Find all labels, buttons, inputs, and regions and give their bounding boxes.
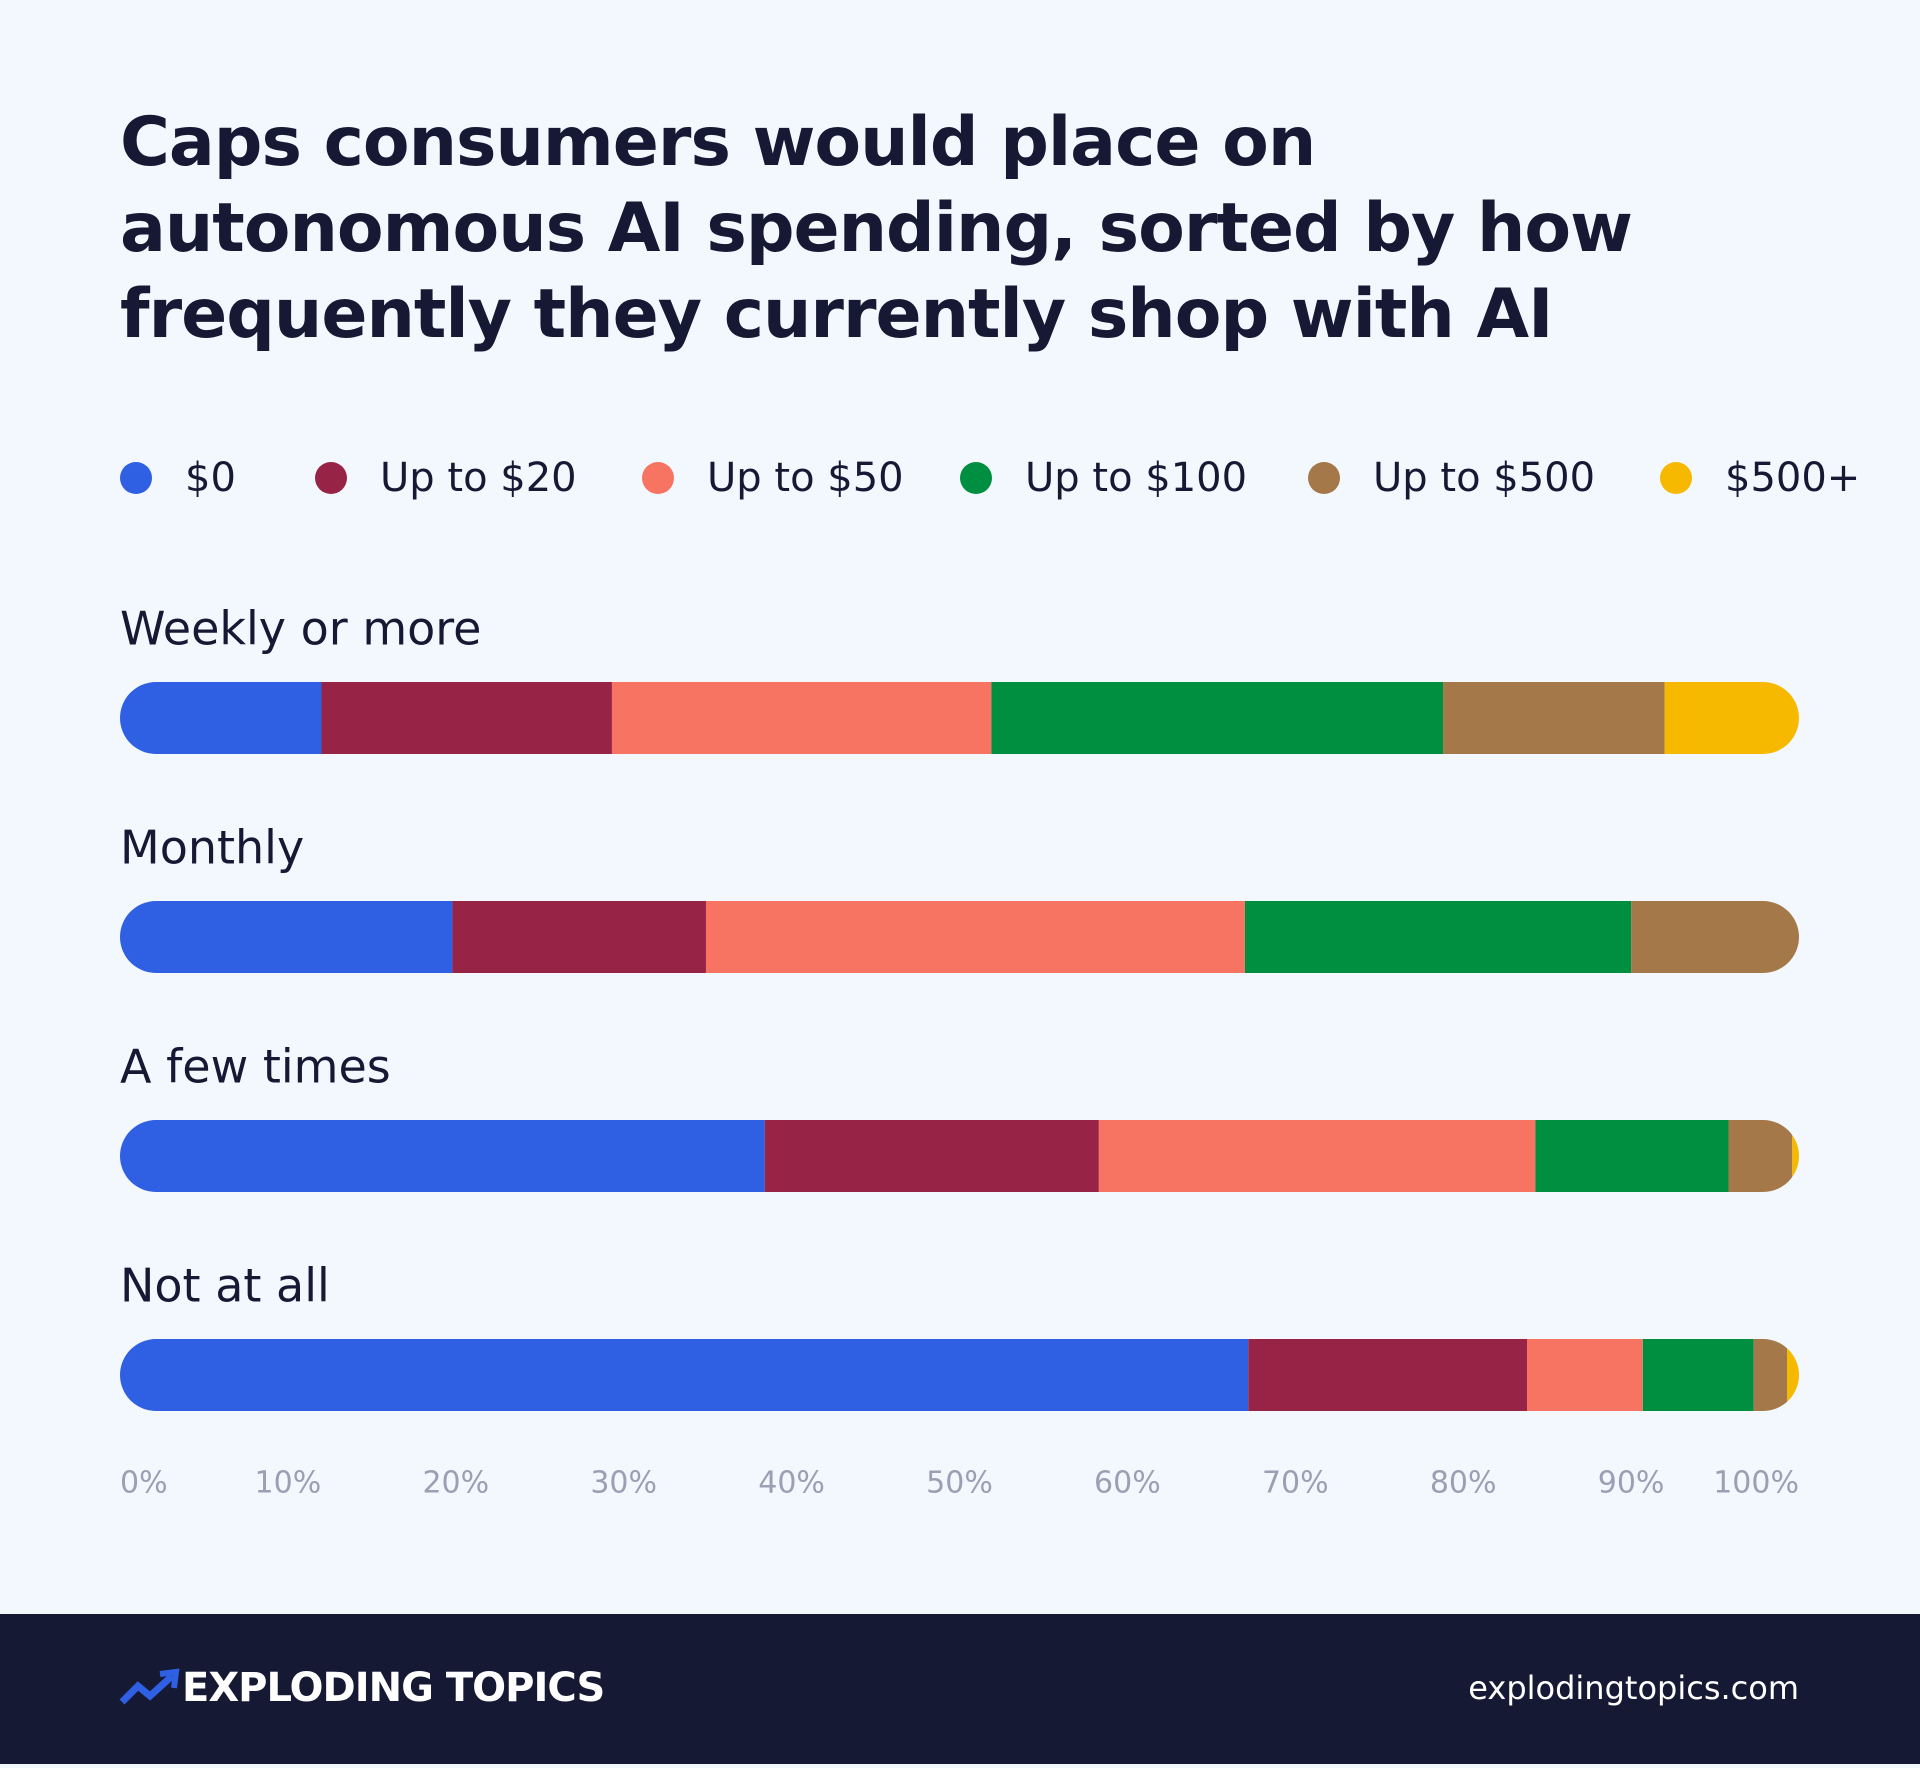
brand: EXPLODING TOPICS: [182, 1665, 604, 1711]
bar-segment: [991, 682, 1444, 754]
bar-segment: [321, 682, 612, 754]
x-tick-label: 40%: [758, 1466, 825, 1501]
chart: $0 Up to $20 Up to $50 Up to $100 Up to $500…: [120, 455, 1860, 1501]
legend-label: Up to $500: [1373, 455, 1595, 501]
x-tick-label: 50%: [926, 1466, 993, 1501]
source-url: explodingtopics.com: [1468, 1669, 1799, 1707]
bar-segment: [1443, 682, 1665, 754]
footer: EXPLODING TOPICS explodingtopics.com: [0, 1614, 1920, 1764]
x-tick-label: 30%: [590, 1466, 657, 1501]
x-tick-label: 80%: [1430, 1466, 1497, 1501]
bar-segment: [1642, 1339, 1754, 1411]
legend-swatch: [960, 462, 992, 494]
legend-label: Up to $20: [380, 455, 577, 501]
bar-group: [120, 901, 1799, 973]
bar-segment: [1527, 1339, 1643, 1411]
bar-segment: [611, 682, 992, 754]
bar-segment: [1664, 682, 1799, 754]
x-tick-label: 60%: [1094, 1466, 1161, 1501]
legend-label: Up to $100: [1025, 455, 1247, 501]
bar-segment: [120, 1120, 765, 1192]
x-tick-label: 70%: [1262, 1466, 1329, 1501]
legend-swatch: [1660, 462, 1692, 494]
logo-icon: [119, 1673, 175, 1705]
bar-group: [120, 682, 1799, 754]
bar-group: [120, 1120, 1799, 1192]
bar-segment: [452, 901, 706, 973]
legend-swatch: [315, 462, 347, 494]
logo-icon: [159, 1668, 180, 1689]
category-label: Weekly or more: [120, 602, 482, 656]
bar-segment: [705, 901, 1245, 973]
bar-segment: [1244, 901, 1632, 973]
bar-segment: [120, 901, 453, 973]
legend-swatch: [120, 462, 152, 494]
legend-label: $0: [185, 455, 236, 501]
legend-label: Up to $50: [707, 455, 904, 501]
category-label: A few times: [120, 1040, 391, 1094]
x-tick-label: 90%: [1598, 1466, 1665, 1501]
x-tick-label: 10%: [255, 1466, 322, 1501]
bar-segment: [1631, 901, 1799, 973]
bar-segment: [1098, 1120, 1536, 1192]
category-label: Monthly: [120, 821, 304, 875]
legend-swatch: [1308, 462, 1340, 494]
bar-group: [120, 1339, 1799, 1411]
bar-segment: [120, 1339, 1249, 1411]
bar-segment: [764, 1120, 1099, 1192]
legend-label: $500+: [1725, 455, 1860, 501]
legend-swatch: [642, 462, 674, 494]
bar-segment: [1535, 1120, 1729, 1192]
bar-segment: [1728, 1120, 1793, 1192]
bar-segment: [1753, 1339, 1788, 1411]
x-tick-label: 20%: [422, 1466, 489, 1501]
bar-segment: [1787, 1339, 1799, 1411]
footer-art: EXPLODING TOPICS explodingtopics.com: [119, 1665, 1799, 1711]
bar-segment: [1792, 1120, 1799, 1192]
x-tick-label: 100%: [1713, 1466, 1799, 1501]
chart-title: Caps consumers would place on autonomous…: [120, 103, 1633, 354]
bar-segment: [1248, 1339, 1528, 1411]
category-label: Not at all: [120, 1259, 330, 1313]
x-tick-label: 0%: [120, 1466, 168, 1501]
bar-segment: [120, 682, 322, 754]
